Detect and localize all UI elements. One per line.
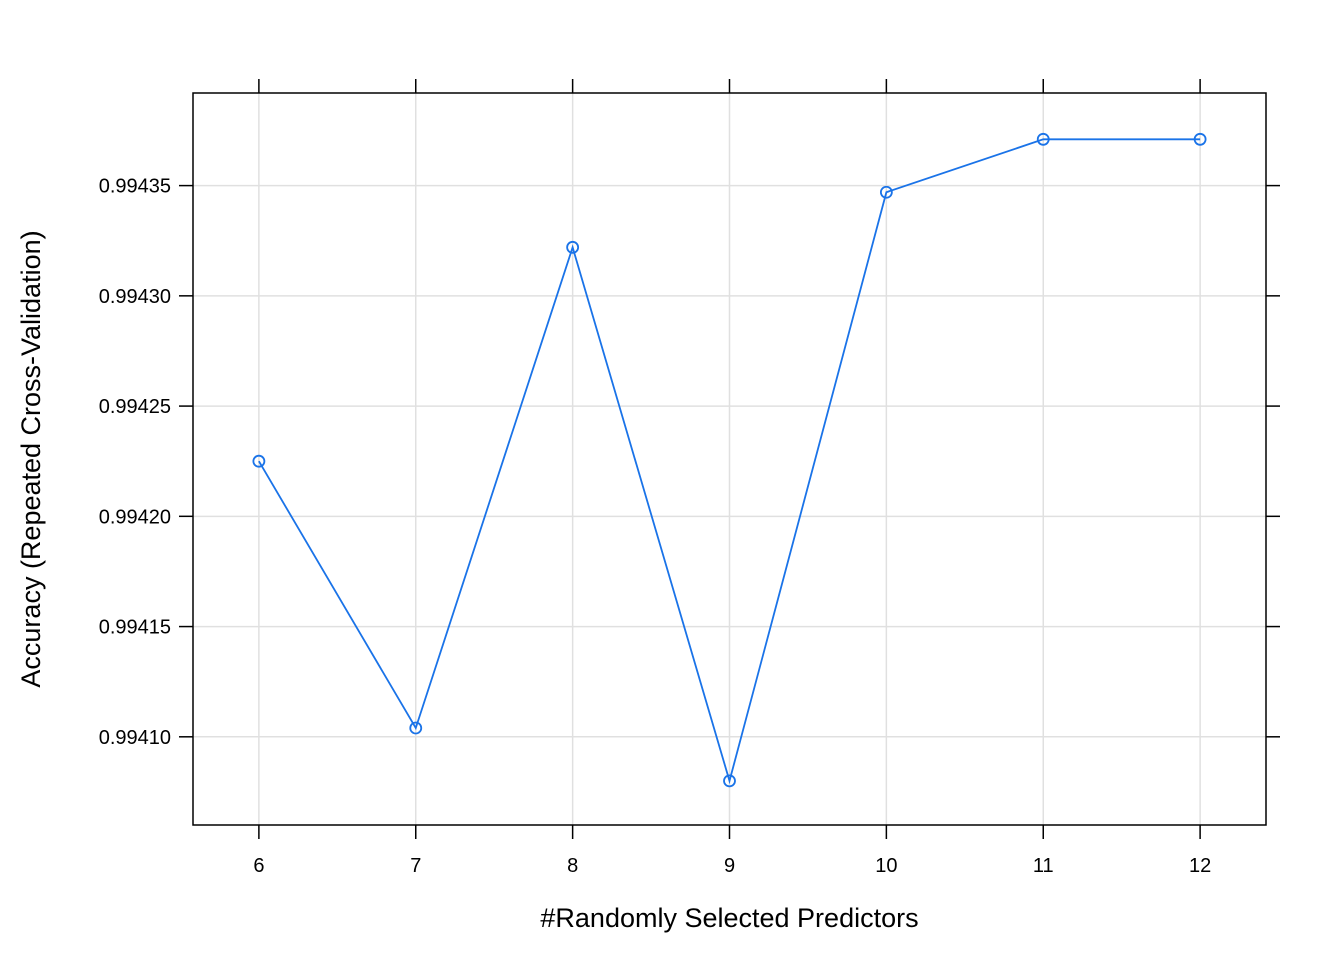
y-tick-label: 0.99410 — [99, 727, 171, 749]
x-tick-label: 8 — [567, 855, 578, 877]
data-point — [409, 721, 423, 735]
x-tick-label: 9 — [724, 855, 735, 877]
y-tick-label: 0.99415 — [99, 617, 171, 639]
y-axis-title: Accuracy (Repeated Cross-Validation) — [16, 230, 46, 687]
grid-lines — [193, 93, 1266, 825]
series-line — [258, 138, 1201, 785]
x-tick-label: 12 — [1189, 855, 1211, 877]
data-point — [252, 454, 266, 468]
data-point — [723, 774, 736, 788]
axis-ticks: 6 7 8 9 10 11 12 0.99410 0.99415 0.99420 0.99425 0.… — [99, 79, 1280, 877]
x-axis-title: #Randomly Selected Predictors — [540, 903, 918, 933]
y-tick-label: 0.99420 — [99, 506, 171, 528]
x-tick-label: 10 — [875, 855, 897, 877]
data-point — [566, 240, 580, 254]
x-tick-label: 11 — [1033, 855, 1054, 877]
x-tick-label: 7 — [410, 855, 421, 877]
data-point — [1036, 132, 1050, 146]
x-tick-label: 6 — [253, 855, 264, 877]
series-layer — [252, 132, 1207, 788]
y-tick-label: 0.99425 — [99, 396, 171, 418]
y-tick-label: 0.99435 — [99, 176, 171, 198]
data-point — [1193, 132, 1207, 146]
data-point — [879, 185, 893, 199]
y-tick-label: 0.99430 — [99, 286, 171, 308]
